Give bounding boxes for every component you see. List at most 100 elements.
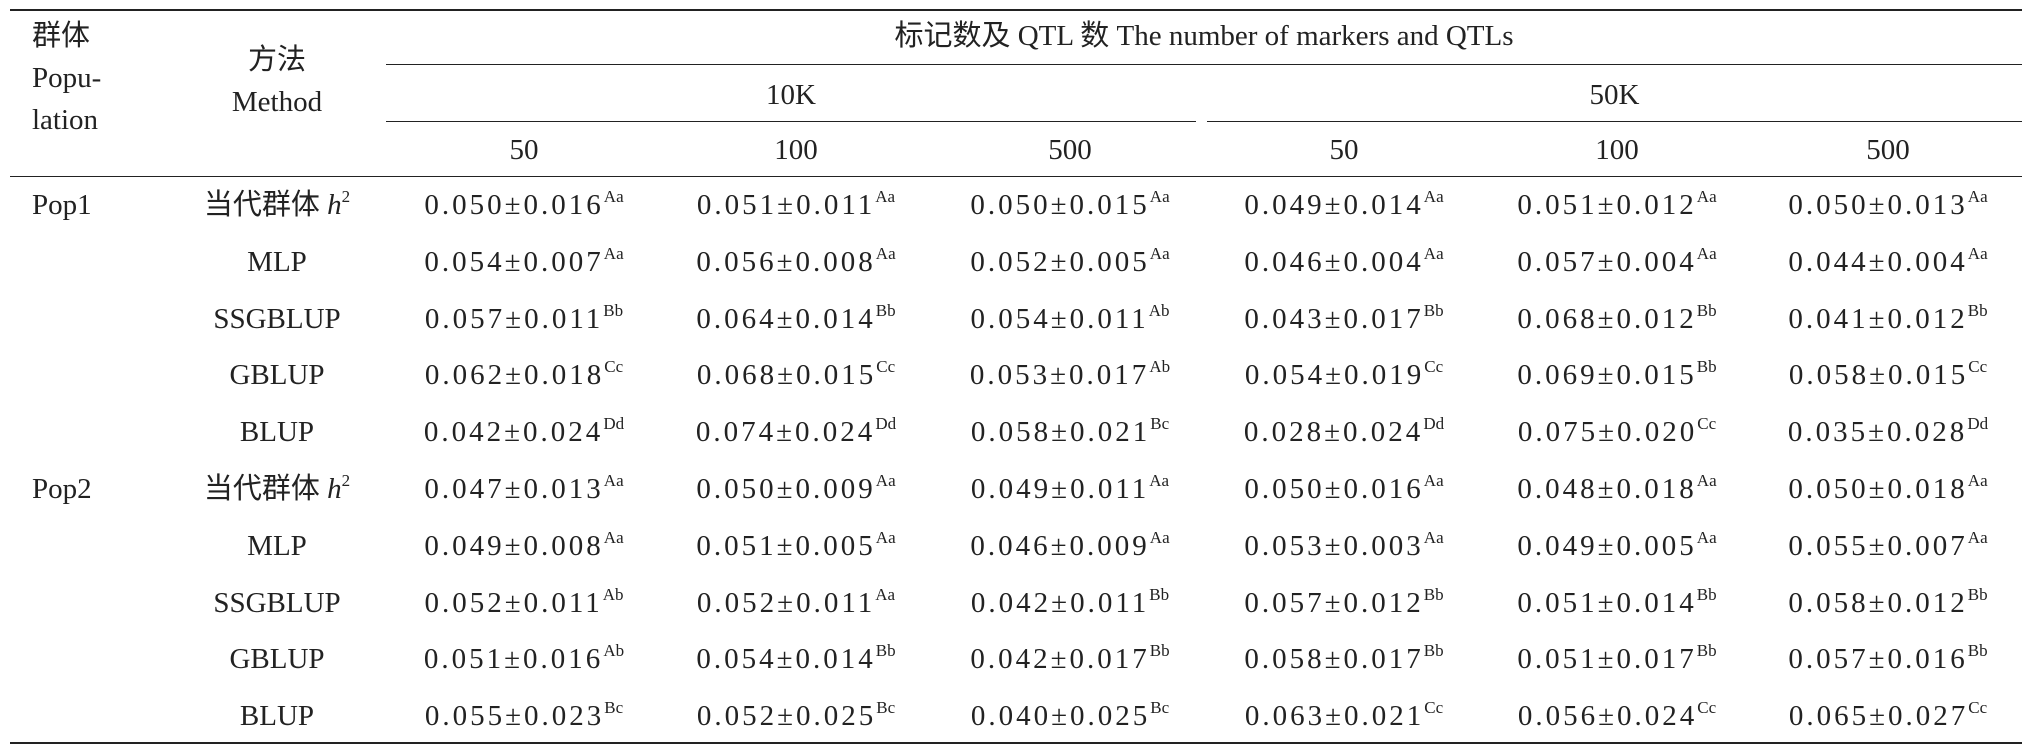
significance-letter: Bc — [1150, 698, 1170, 718]
cell: 0.074±0.024Dd — [660, 414, 932, 450]
cell-value: 0.052±0.005 — [970, 245, 1150, 278]
cell-value: 0.056±0.024 — [1517, 700, 1698, 733]
cell: 0.049±0.011Aa — [934, 471, 1206, 507]
cell-value: 0.057±0.016 — [1788, 643, 1968, 676]
cell: 0.040±0.025Bc — [934, 698, 1206, 734]
cell-value: 0.050±0.016 — [424, 189, 604, 221]
cell-value: 0.057±0.004 — [1517, 245, 1697, 278]
significance-letter: Aa — [1967, 471, 1988, 490]
cell: 0.068±0.012Bb — [1481, 301, 1753, 337]
cell: 0.043±0.017Bb — [1208, 301, 1480, 337]
cell: 0.057±0.016Bb — [1752, 641, 2024, 677]
cell-value: 0.049±0.005 — [1517, 529, 1697, 562]
cell-value: 0.040±0.025 — [970, 700, 1151, 733]
significance-letter: Bc — [876, 698, 896, 718]
method-name: SSGBLUP — [213, 302, 341, 335]
significance-letter: Aa — [603, 471, 624, 490]
cell: 0.050±0.016Aa — [388, 187, 660, 223]
significance-letter: Dd — [875, 414, 897, 434]
sub-header: 500 — [1048, 134, 1092, 166]
significance-letter: Aa — [1696, 527, 1717, 547]
significance-letter: Bb — [1696, 300, 1717, 320]
significance-letter: Cc — [876, 357, 896, 377]
cell: 0.055±0.023Bc — [388, 698, 660, 734]
cell: 0.054±0.011Ab — [934, 301, 1206, 337]
cell: 0.035±0.028Dd — [1752, 414, 2024, 450]
method-superscript: 2 — [341, 471, 351, 490]
cell-value: 0.051±0.005 — [696, 529, 876, 562]
significance-letter: Aa — [1423, 471, 1444, 490]
population: Pop1 — [32, 189, 92, 221]
significance-letter: Aa — [1967, 187, 1988, 206]
significance-letter: Bb — [1149, 584, 1170, 604]
significance-letter: Aa — [603, 187, 624, 206]
significance-letter: Aa — [875, 187, 896, 206]
significance-letter: Aa — [603, 527, 624, 547]
significance-letter: Bb — [1967, 641, 1988, 661]
group-rule — [386, 121, 1196, 122]
sub-header: 100 — [774, 134, 818, 166]
cell-value: 0.043±0.017 — [1244, 302, 1424, 335]
method-name: MLP — [247, 245, 307, 278]
cell-value: 0.054±0.019 — [1244, 359, 1425, 392]
cell: 0.053±0.003Aa — [1208, 528, 1480, 564]
method: GBLUP — [167, 641, 387, 677]
significance-letter: Bb — [1967, 584, 1988, 604]
cell: 0.056±0.008Aa — [660, 244, 932, 280]
population: Pop2 — [32, 473, 92, 505]
cell-value: 0.052±0.011 — [424, 586, 603, 619]
cell-value: 0.055±0.023 — [424, 700, 605, 733]
cell-value: 0.042±0.017 — [970, 643, 1150, 676]
cell: 0.049±0.008Aa — [388, 528, 660, 564]
cell-value: 0.050±0.018 — [1788, 473, 1968, 505]
cell-value: 0.062±0.018 — [424, 359, 605, 392]
cell-value: 0.050±0.009 — [696, 473, 876, 505]
significance-letter: Aa — [603, 243, 624, 263]
cell-value: 0.028±0.024 — [1243, 416, 1424, 449]
cell: 0.049±0.005Aa — [1481, 528, 1753, 564]
group-rule — [1207, 121, 2022, 122]
cell: 0.057±0.011Bb — [388, 301, 660, 337]
method: SSGBLUP — [167, 585, 387, 621]
method-name: GBLUP — [229, 359, 325, 392]
cell: 0.052±0.011Aa — [660, 585, 932, 621]
method: BLUP — [167, 698, 387, 734]
cell-value: 0.074±0.024 — [695, 416, 876, 449]
cell-value: 0.057±0.012 — [1244, 586, 1424, 619]
sub-header: 50 — [509, 134, 539, 166]
span-header: 标记数及 QTL 数 The number of markers and QTL… — [894, 20, 1514, 52]
significance-letter: Bb — [1696, 357, 1717, 377]
cell-value: 0.050±0.013 — [1788, 189, 1968, 221]
cell: 0.054±0.014Bb — [660, 641, 932, 677]
significance-letter: Aa — [1149, 187, 1170, 206]
significance-letter: Cc — [1968, 357, 1988, 377]
significance-letter: Cc — [1968, 698, 1988, 718]
cell: 0.053±0.017Ab — [934, 357, 1206, 393]
method: MLP — [167, 528, 387, 564]
method-header: Method — [231, 86, 323, 118]
significance-letter: Aa — [1967, 243, 1988, 263]
cell-value: 0.050±0.016 — [1244, 473, 1424, 505]
cell-value: 0.058±0.012 — [1788, 586, 1968, 619]
cell: 0.054±0.019Cc — [1208, 357, 1480, 393]
population-header: 群体 — [32, 20, 91, 52]
cell-value: 0.058±0.015 — [1788, 359, 1969, 392]
significance-letter: Cc — [1697, 414, 1717, 434]
significance-letter: Dd — [1423, 414, 1445, 434]
cell-value: 0.048±0.018 — [1517, 473, 1697, 505]
cell-value: 0.055±0.007 — [1788, 529, 1968, 562]
method: BLUP — [167, 414, 387, 450]
cell-value: 0.053±0.017 — [969, 359, 1150, 392]
population-header: lation — [32, 104, 99, 136]
cell: 0.050±0.018Aa — [1752, 471, 2024, 507]
cell-value: 0.063±0.021 — [1244, 700, 1425, 733]
cell-value: 0.042±0.024 — [423, 416, 604, 449]
significance-letter: Bb — [603, 300, 624, 320]
significance-letter: Aa — [1423, 527, 1444, 547]
cell-value: 0.046±0.009 — [970, 529, 1150, 562]
significance-letter: Aa — [875, 584, 896, 604]
significance-letter: Dd — [603, 414, 625, 434]
cell: 0.055±0.007Aa — [1752, 528, 2024, 564]
significance-letter: Aa — [875, 243, 896, 263]
